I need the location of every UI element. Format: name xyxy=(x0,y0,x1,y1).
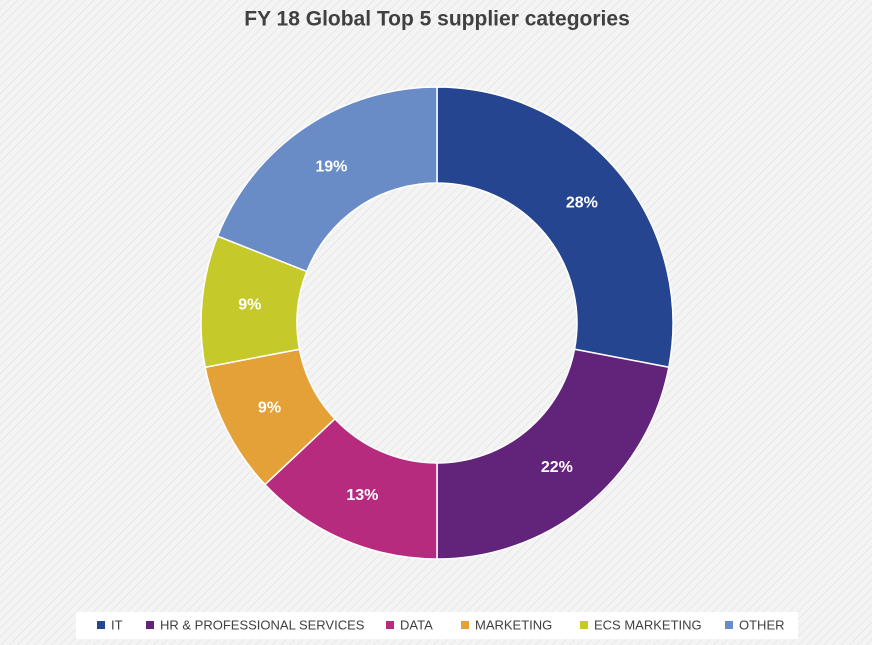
legend-label: MARKETING xyxy=(475,617,552,632)
legend-swatch xyxy=(386,621,394,629)
slice-label: 9% xyxy=(238,297,261,314)
legend-swatch xyxy=(461,621,469,629)
slice-label: 19% xyxy=(315,159,347,176)
legend-label: OTHER xyxy=(739,617,785,632)
legend-box xyxy=(76,612,798,639)
slice-label: 9% xyxy=(258,400,281,417)
legend-swatch xyxy=(97,621,105,629)
chart-title: FY 18 Global Top 5 supplier categories xyxy=(244,8,630,31)
donut-slice xyxy=(436,86,674,369)
legend-swatch xyxy=(580,621,588,629)
slice-label: 13% xyxy=(346,487,378,504)
slice-label: 22% xyxy=(541,459,573,476)
slice-label: 28% xyxy=(566,194,598,211)
legend-label: ECS MARKETING xyxy=(594,617,702,632)
legend-label: HR & PROFESSIONAL SERVICES xyxy=(160,617,365,632)
legend-label: IT xyxy=(111,617,123,632)
legend-swatch xyxy=(146,621,154,629)
donut-slice xyxy=(216,86,438,273)
donut-slice xyxy=(436,348,670,560)
legend-swatch xyxy=(725,621,733,629)
legend-label: DATA xyxy=(400,617,433,632)
